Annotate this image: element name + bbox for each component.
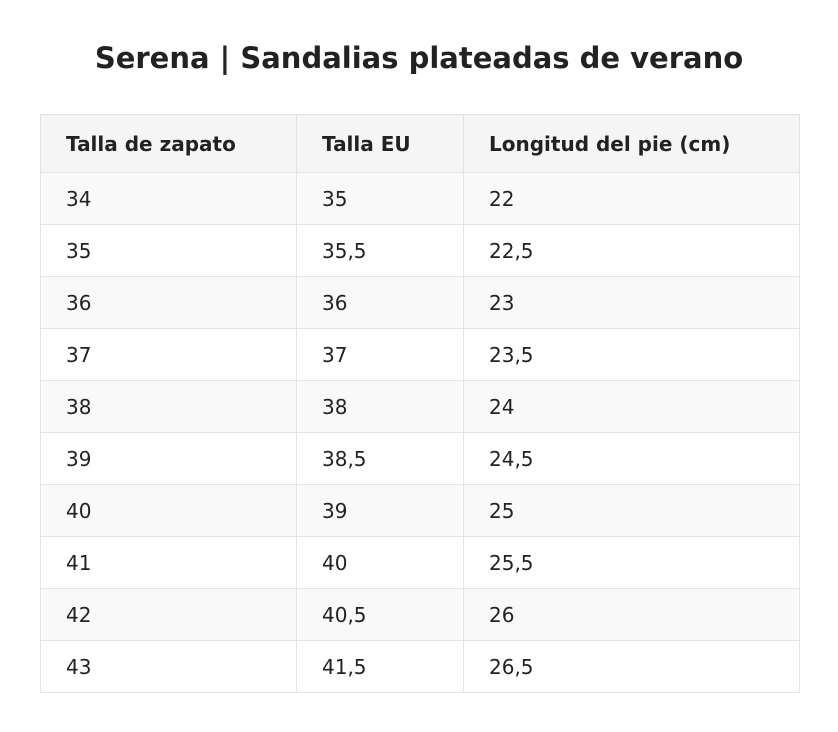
cell-eu-size: 35 — [296, 172, 464, 225]
cell-shoe-size: 39 — [40, 432, 297, 485]
cell-eu-size: 38 — [296, 380, 464, 433]
cell-eu-size: 39 — [296, 484, 464, 537]
header-shoe-size: Talla de zapato — [40, 114, 297, 173]
table-row: 38 38 24 — [40, 380, 800, 433]
header-eu-size: Talla EU — [296, 114, 464, 173]
table-row: 43 41,5 26,5 — [40, 640, 800, 693]
table-row: 35 35,5 22,5 — [40, 224, 800, 277]
cell-eu-size: 40 — [296, 536, 464, 589]
cell-foot-length: 26 — [463, 588, 800, 641]
size-chart-table: Talla de zapato Talla EU Longitud del pi… — [40, 114, 800, 693]
cell-foot-length: 24,5 — [463, 432, 800, 485]
cell-foot-length: 22 — [463, 172, 800, 225]
cell-shoe-size: 35 — [40, 224, 297, 277]
cell-eu-size: 36 — [296, 276, 464, 329]
table-row: 40 39 25 — [40, 484, 800, 537]
cell-eu-size: 38,5 — [296, 432, 464, 485]
cell-shoe-size: 36 — [40, 276, 297, 329]
cell-foot-length: 25,5 — [463, 536, 800, 589]
table-row: 41 40 25,5 — [40, 536, 800, 589]
table-header-row: Talla de zapato Talla EU Longitud del pi… — [40, 114, 800, 173]
cell-shoe-size: 41 — [40, 536, 297, 589]
cell-foot-length: 23,5 — [463, 328, 800, 381]
cell-shoe-size: 43 — [40, 640, 297, 693]
cell-foot-length: 25 — [463, 484, 800, 537]
cell-eu-size: 41,5 — [296, 640, 464, 693]
cell-shoe-size: 42 — [40, 588, 297, 641]
cell-foot-length: 23 — [463, 276, 800, 329]
cell-shoe-size: 37 — [40, 328, 297, 381]
cell-shoe-size: 38 — [40, 380, 297, 433]
table-row: 36 36 23 — [40, 276, 800, 329]
cell-shoe-size: 40 — [40, 484, 297, 537]
cell-shoe-size: 34 — [40, 172, 297, 225]
cell-foot-length: 22,5 — [463, 224, 800, 277]
table-row: 42 40,5 26 — [40, 588, 800, 641]
page-title: Serena | Sandalias plateadas de verano — [94, 41, 744, 75]
table-row: 39 38,5 24,5 — [40, 432, 800, 485]
table-row: 37 37 23,5 — [40, 328, 800, 381]
cell-foot-length: 26,5 — [463, 640, 800, 693]
table-row: 34 35 22 — [40, 172, 800, 225]
cell-foot-length: 24 — [463, 380, 800, 433]
cell-eu-size: 40,5 — [296, 588, 464, 641]
cell-eu-size: 37 — [296, 328, 464, 381]
cell-eu-size: 35,5 — [296, 224, 464, 277]
header-foot-length: Longitud del pie (cm) — [463, 114, 800, 173]
